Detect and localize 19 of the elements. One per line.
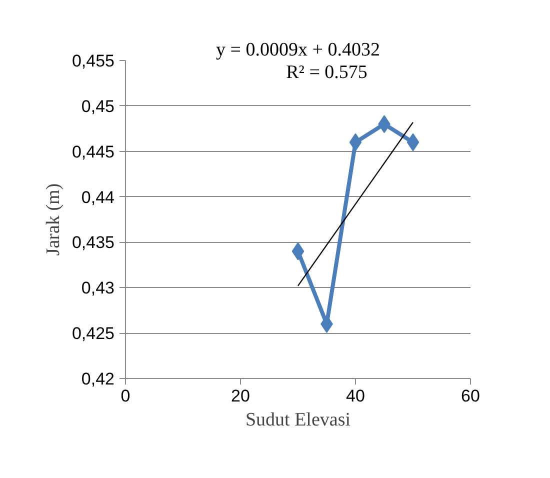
annotation: y = 0.0009x + 0.4032 [216, 40, 380, 60]
y-tick-label: 0,42 [81, 370, 115, 388]
x-tick-label: 60 [461, 386, 480, 406]
point [292, 242, 304, 260]
x-tick-label: 0 [120, 386, 130, 406]
x-axis-title: Sudut Elevasi [245, 410, 351, 430]
x-tick-label: 20 [231, 386, 250, 406]
y-axis-title: Jarak (m) [42, 183, 64, 256]
point [349, 133, 362, 152]
y-tick-label: 0,445 [72, 142, 115, 162]
y-tick-label: 0,45 [81, 96, 115, 116]
y-tick-label: 0,44 [81, 188, 115, 207]
y-tick-label: 0,435 [72, 233, 115, 252]
y-tick-label: 0,455 [72, 52, 115, 70]
y-tick-label: 0,425 [72, 324, 115, 344]
annotation: R² = 0.575 [286, 62, 368, 83]
point [406, 133, 420, 152]
x-tick-label: 40 [346, 386, 365, 406]
y-tick-label: 0,43 [81, 278, 115, 298]
